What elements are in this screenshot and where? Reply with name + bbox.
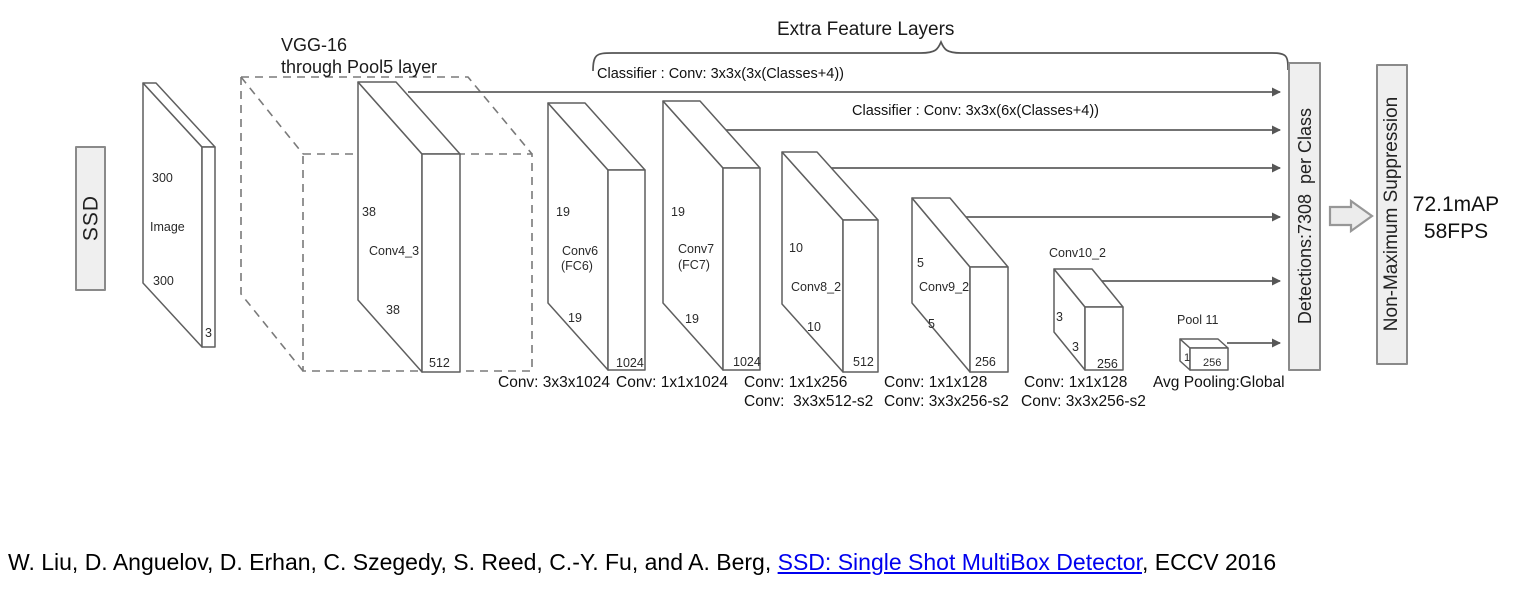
op-label-pool11: Avg Pooling:Global [1153,374,1285,391]
fps-value: 58FPS [1423,220,1489,243]
extra-feature-layers-title: Extra Feature Layers [777,19,955,40]
citation: W. Liu, D. Anguelov, D. Erhan, C. Szeged… [8,549,1276,576]
pool11-name-label: Pool 11 [1177,313,1219,327]
conv7-alt-label: (FC7) [678,258,710,272]
conv6-channels-label: 1024 [616,356,644,370]
conv7-width-label: 19 [685,312,699,326]
diagram-canvas [142,39,1374,373]
vgg16-dashed-box [240,76,533,372]
vgg16-title-line2: through Pool5 layer [281,57,438,77]
vgg16-title-line1: VGG-16 [281,35,348,55]
pool11-shape [1179,338,1229,371]
conv6-width-label: 19 [568,311,582,325]
ssd-label: SSD [79,194,103,242]
conv4-3-width-label: 38 [386,303,400,317]
classifier-others-label: Classifier : Conv: 3x3x(6x(Classes+4)) [852,103,1099,119]
big-arrow-shape [1328,198,1374,234]
citation-suffix: , ECCV 2016 [1141,549,1277,575]
conv4-3-height-label: 38 [362,205,376,219]
citation-prefix: W. Liu, D. Anguelov, D. Erhan, C. Szeged… [8,549,778,575]
conv7-height-label: 19 [671,205,685,219]
op-label-conv9-2b: Conv: 3x3x256-s2 [884,393,1009,410]
conv7-channels-label: 1024 [733,355,761,369]
op-label-conv8-2b: Conv: 3x3x512-s2 [744,393,874,410]
conv9-2-channels-label: 256 [975,355,996,369]
conv9-2-width-label: 5 [928,317,935,331]
op-label-conv9-2a: Conv: 1x1x128 [884,374,988,391]
op-label-conv7: Conv: 1x1x1024 [616,374,729,391]
map-value: 72.1mAP [1412,193,1500,216]
conv6-alt-label: (FC6) [561,259,593,273]
op-label-conv10-2a: Conv: 1x1x128 [1024,374,1128,391]
conv4-3-channels-label: 512 [429,356,450,370]
conv10-2-name-label: Conv10_2 [1049,246,1106,260]
conv8-2-height-label: 10 [789,241,803,255]
nms-box [1376,64,1408,365]
vgg16-title: VGG-16 through Pool5 layer [281,34,437,78]
op-label-conv6: Conv: 3x3x1024 [498,374,611,391]
image-layer-shape [142,82,216,348]
conv8-2-width-label: 10 [807,320,821,334]
conv9-2-height-label: 5 [917,256,924,270]
conv8-2-name-label: Conv8_2 [791,280,842,294]
conv10-2-channels-label: 256 [1097,357,1118,371]
conv7-shape [662,100,761,371]
conv9-2-name-label: Conv9_2 [919,280,970,294]
conv6-height-label: 19 [556,205,570,219]
conv6-name-label: Conv6 [562,244,599,258]
detections-box [1288,62,1321,371]
image-channels-label: 3 [205,326,212,340]
pool11-channels-label: 256 [1203,357,1222,369]
detections-label: Detections:7308 per Class [1294,107,1315,325]
conv6-shape [547,102,646,371]
op-label-conv10-2b: Conv: 3x3x256-s2 [1021,393,1146,410]
image-height-label: 300 [152,171,173,185]
conv10-2-width-label: 3 [1072,340,1079,354]
pool11-height-label: 1 [1184,352,1191,364]
results-block: 72.1mAP 58FPS [1404,191,1508,245]
conv4-3-name-label: Conv4_3 [369,244,420,258]
conv10-2-height-label: 3 [1056,310,1063,324]
conv8-2-channels-label: 512 [853,355,874,369]
classifier-conv4-3-label: Classifier : Conv: 3x3x(3x(Classes+4)) [597,66,844,82]
ssd-box [75,146,106,291]
paper-link[interactable]: SSD: Single Shot MultiBox Detector [777,549,1142,575]
flow-arrows [408,87,1281,348]
conv4-3-shape [357,81,461,373]
conv7-name-label: Conv7 [678,242,715,256]
conv10-2-shape [1053,268,1124,371]
image-name-label: Image [150,220,185,234]
op-label-conv8-2a: Conv: 1x1x256 [744,374,848,391]
conv9-2-shape [911,197,1009,373]
conv8-2-shape [781,151,879,373]
image-width-label: 300 [153,274,174,288]
extra-feature-layers-brace [592,39,1289,72]
